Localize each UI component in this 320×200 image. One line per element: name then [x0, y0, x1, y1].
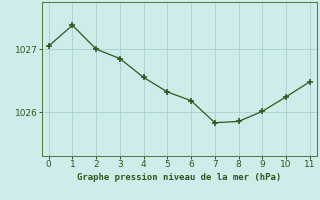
- X-axis label: Graphe pression niveau de la mer (hPa): Graphe pression niveau de la mer (hPa): [77, 173, 281, 182]
